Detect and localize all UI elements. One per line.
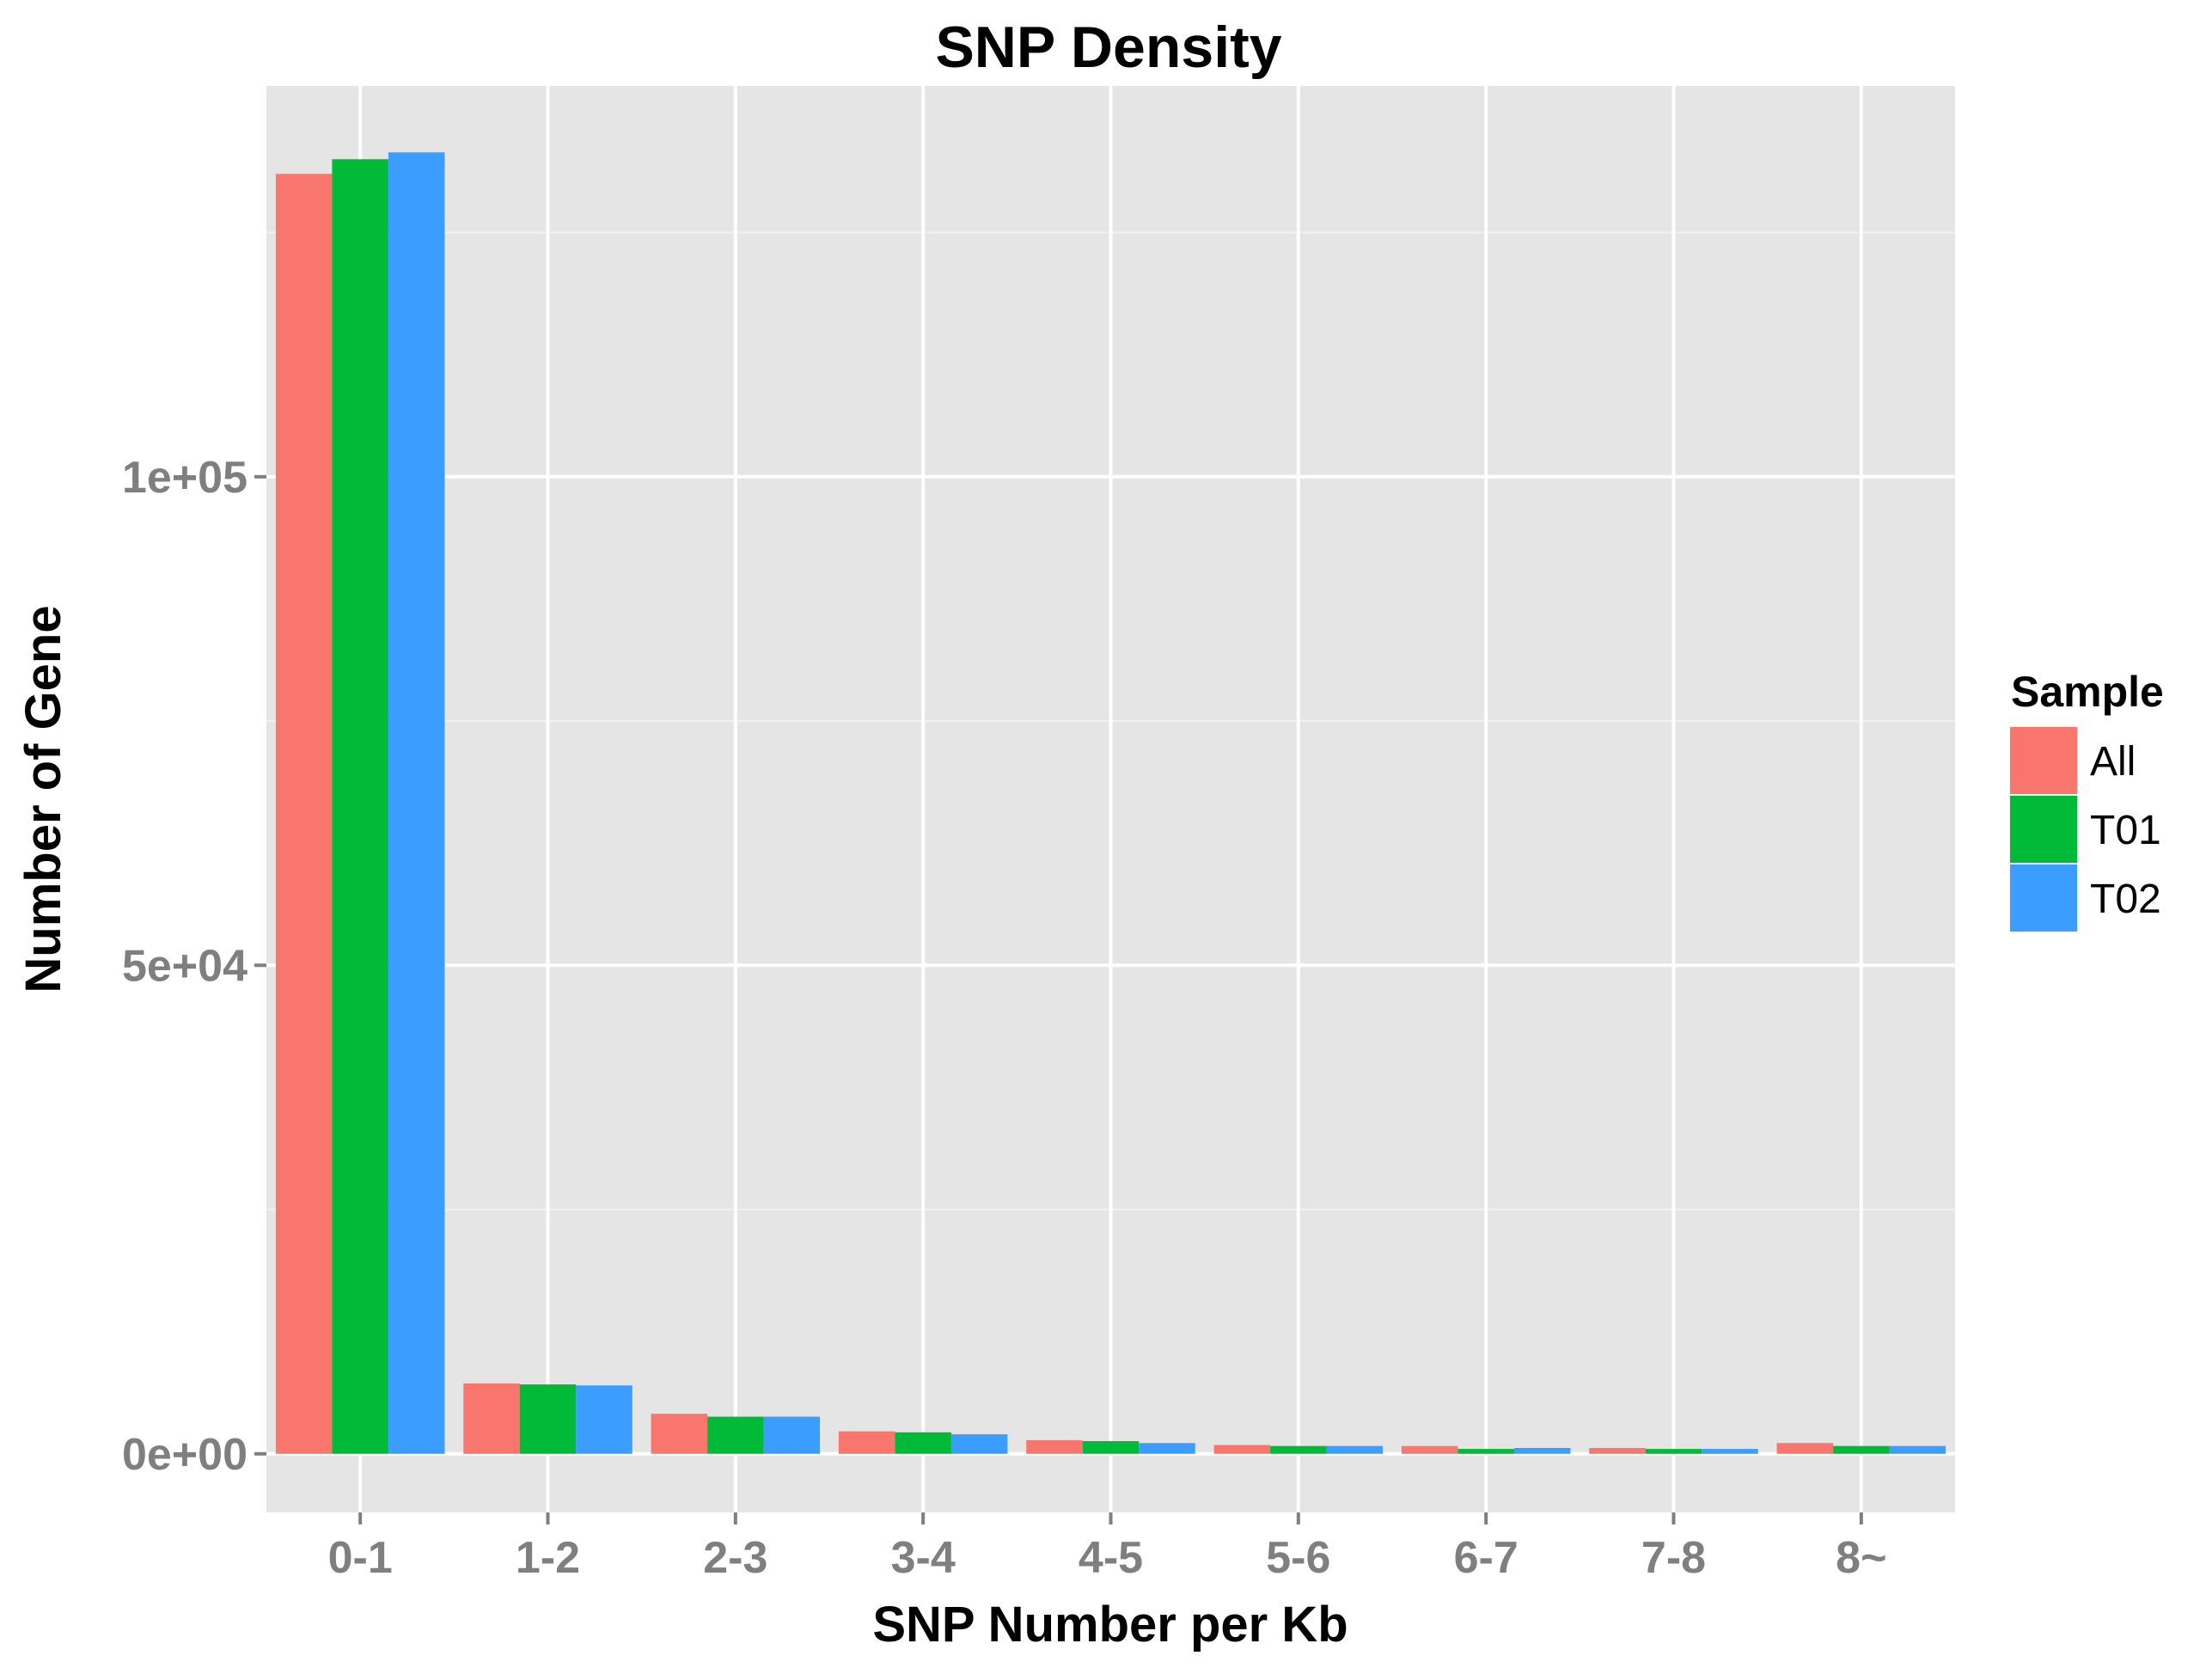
y-tick-label: 1e+05 [122,453,248,503]
bar-all-8~ [1776,1443,1834,1454]
x-tick-label: 6-7 [1454,1533,1519,1583]
legend-key-t01 [2010,796,2077,863]
x-tick-label: 8~ [1836,1533,1886,1583]
bar-t01-3-4 [895,1432,951,1454]
legend-title: Sample [2011,668,2164,716]
bar-all-1-2 [463,1383,520,1454]
y-tick-label: 0e+00 [122,1430,248,1480]
bar-t02-0-1 [388,152,445,1454]
bar-t02-1-2 [576,1385,632,1454]
bar-t01-6-7 [1458,1449,1514,1454]
bar-all-4-5 [1026,1439,1083,1454]
bar-t02-8~ [1889,1445,1946,1454]
x-tick-label: 2-3 [703,1533,767,1583]
chart-title: SNP Density [935,15,1281,80]
bar-t02-7-8 [1702,1449,1758,1454]
bar-t01-8~ [1833,1445,1890,1454]
x-tick-label: 7-8 [1641,1533,1706,1583]
y-axis-title: Number of Gene [15,605,71,993]
x-axis: 0-1 1-2 2-3 3-4 4-5 5-6 6-7 7-8 8~ [328,1512,1886,1583]
legend-label: All [2090,739,2136,785]
bar-all-2-3 [651,1414,708,1454]
bar-t01-4-5 [1082,1441,1140,1454]
bar-t02-4-5 [1139,1443,1195,1454]
bar-t01-5-6 [1270,1445,1327,1454]
x-axis-title: SNP Number per Kb [872,1597,1348,1653]
bar-all-0-1 [275,174,333,1454]
bar-t01-2-3 [707,1416,764,1454]
bar-all-3-4 [838,1431,895,1454]
bar-t02-6-7 [1513,1447,1571,1454]
bar-all-6-7 [1401,1445,1458,1454]
bar-t01-0-1 [332,159,388,1454]
bar-t01-1-2 [519,1384,577,1454]
y-tick-label: 5e+04 [122,941,248,991]
x-tick-label: 5-6 [1266,1533,1330,1583]
x-tick-label: 3-4 [891,1533,956,1583]
y-axis: 0e+00 5e+04 1e+05 [122,453,266,1480]
bar-t02-5-6 [1326,1445,1384,1454]
legend-items: All T01 T02 [2009,726,2161,932]
x-tick-label: 0-1 [328,1533,393,1583]
legend-label: T02 [2090,877,2161,922]
bar-all-7-8 [1589,1447,1646,1454]
legend-key-all [2010,727,2077,794]
bar-t01-7-8 [1645,1449,1702,1454]
bar-t02-2-3 [763,1416,821,1454]
legend-label: T01 [2090,808,2161,853]
bar-t02-3-4 [950,1434,1008,1454]
legend-key-t02 [2010,864,2077,932]
legend: Sample All T01 T02 [2009,668,2164,932]
bar-all-5-6 [1213,1445,1271,1454]
bars [275,152,1946,1454]
x-tick-label: 4-5 [1079,1533,1143,1583]
x-tick-label: 1-2 [516,1533,580,1583]
